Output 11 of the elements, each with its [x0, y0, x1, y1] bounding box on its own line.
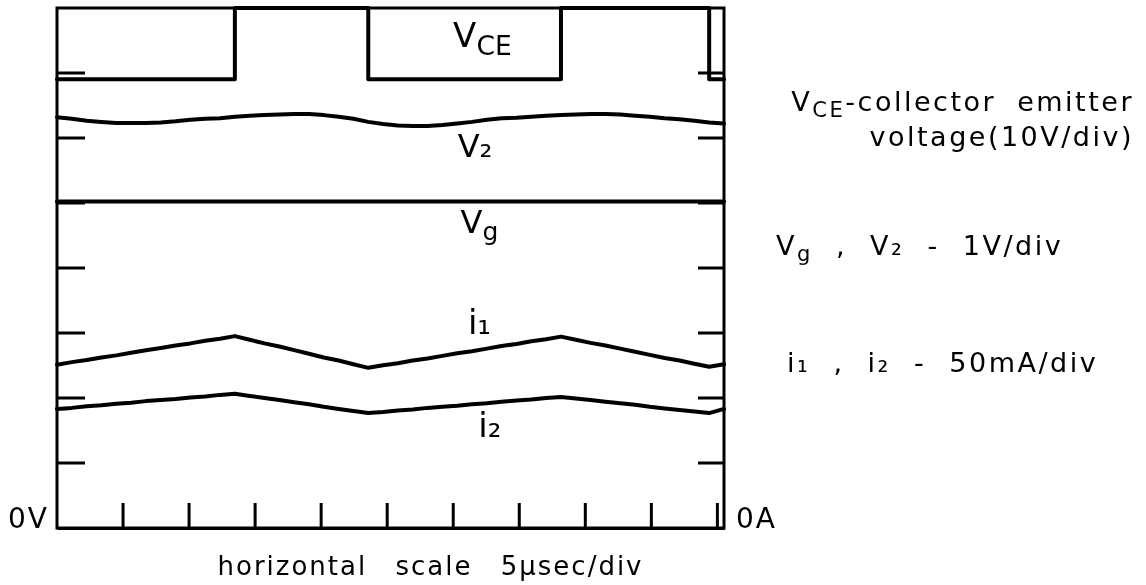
- series-label: V$_{CE}$: [453, 15, 512, 62]
- x-axis-title: horizontal scale 5μsec/div: [217, 551, 644, 581]
- series-label: V$_{g}$: [460, 203, 499, 247]
- text: 0V: [8, 502, 49, 535]
- text: V$_{g}$ , V₂ - 1V/div: [776, 230, 1064, 267]
- series-label: i₁: [467, 301, 491, 342]
- series-label: i₂: [478, 405, 502, 446]
- series-label: V₂: [457, 126, 493, 165]
- text: V$_{CE}$-collector emitter voltage(10V/div): [791, 86, 1134, 152]
- text: 0A: [736, 502, 777, 535]
- text: i₁ , i₂ - 50mA/div: [787, 347, 1099, 378]
